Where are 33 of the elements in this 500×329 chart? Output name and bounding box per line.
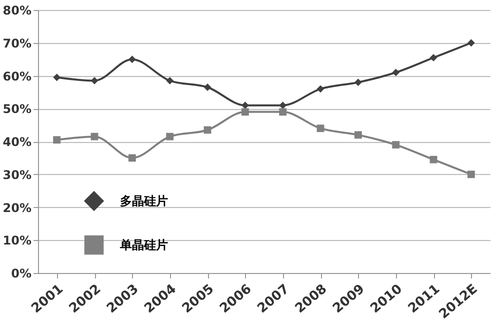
point [279, 102, 287, 110]
point [316, 124, 324, 132]
point [354, 131, 362, 139]
y-tick-label: 50% [2, 102, 32, 116]
point [354, 78, 362, 86]
point [430, 156, 438, 164]
point [392, 68, 400, 76]
y-tick-label: 60% [2, 69, 32, 84]
point [90, 76, 98, 84]
point [279, 108, 287, 116]
y-tick-label: 20% [2, 200, 32, 215]
point [392, 141, 400, 148]
point [430, 54, 438, 62]
point [241, 108, 249, 116]
point [467, 170, 475, 178]
point [241, 102, 249, 110]
legend-label: 单晶硅片 [119, 238, 168, 252]
y-tick-label: 40% [2, 135, 32, 149]
y-tick-label: 70% [2, 36, 32, 50]
y-tick-label: 10% [2, 234, 32, 248]
y-tick-label: 0% [11, 266, 32, 280]
y-tick-label: 30% [2, 168, 32, 182]
point [166, 132, 174, 140]
point [128, 154, 136, 162]
point [128, 56, 136, 64]
point [53, 136, 61, 144]
point [53, 74, 61, 82]
y-tick-label: 80% [2, 4, 32, 18]
point [467, 39, 475, 47]
legend-label: 多晶硅片 [120, 194, 168, 208]
point [166, 76, 174, 84]
point [90, 132, 98, 140]
point [316, 85, 324, 93]
